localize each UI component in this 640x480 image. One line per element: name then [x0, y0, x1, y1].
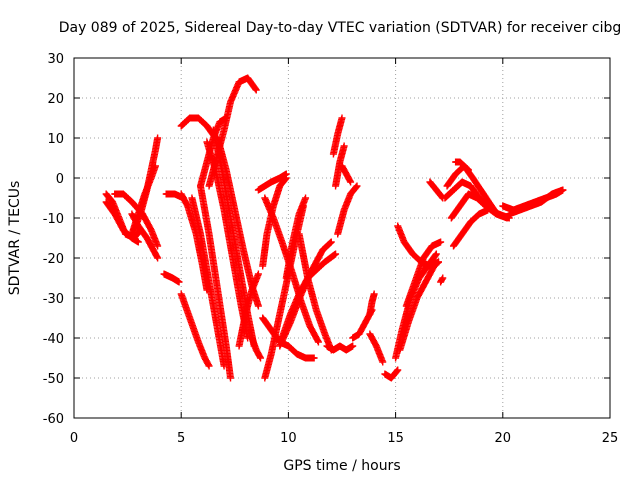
series-track-30 [323, 342, 357, 354]
data-point [204, 361, 212, 369]
data-point [256, 353, 264, 361]
data-point [257, 354, 265, 362]
data-point [175, 278, 183, 286]
data-point [254, 270, 262, 278]
data-point [314, 338, 322, 346]
data-point [484, 206, 492, 214]
x-axis-ticks: 0 5 10 15 20 25 [70, 58, 618, 446]
series-track-33 [329, 114, 346, 158]
y-tick-label: -20 [43, 252, 64, 267]
data-point [394, 366, 402, 374]
series-track-46 [447, 190, 511, 222]
series-track-38 [381, 366, 402, 382]
data-points [102, 74, 567, 382]
data-point [437, 238, 445, 246]
data-point [310, 354, 318, 362]
x-axis-title: GPS time / hours [283, 458, 400, 474]
data-point [154, 134, 162, 142]
data-point [432, 250, 440, 258]
series-track-34 [338, 162, 355, 186]
data-point [353, 182, 361, 190]
y-tick-label: 10 [47, 132, 64, 147]
series-track-20 [248, 334, 265, 362]
data-point [393, 367, 401, 375]
data-point [151, 162, 159, 170]
series-track-24 [261, 194, 322, 346]
data-point [154, 242, 162, 250]
data-point [503, 214, 511, 222]
data-point [340, 142, 348, 150]
data-point [434, 258, 442, 266]
data-point [227, 374, 235, 382]
data-point [252, 86, 260, 94]
x-tick-label: 0 [70, 431, 78, 446]
data-point [332, 250, 340, 258]
series-track-37 [366, 330, 387, 366]
chart-title: Day 089 of 2025, Sidereal Day-to-day VTE… [59, 20, 622, 36]
y-tick-label: -50 [43, 372, 64, 387]
data-point [314, 337, 322, 345]
data-point [464, 166, 472, 174]
x-tick-label: 5 [177, 431, 185, 446]
series-track-18 [214, 134, 262, 310]
data-point [205, 362, 213, 370]
y-tick-label: -30 [43, 292, 64, 307]
data-point [338, 114, 346, 122]
data-point [254, 302, 262, 310]
y-tick-label: -40 [43, 332, 64, 347]
x-tick-label: 10 [280, 431, 297, 446]
series-track-43 [426, 178, 447, 202]
data-point [153, 253, 161, 261]
data-point [379, 358, 387, 366]
series-track-21 [254, 170, 290, 194]
data-point [134, 238, 142, 246]
data-point [370, 290, 378, 298]
series-track-48 [452, 158, 472, 174]
series-track-49 [449, 206, 492, 250]
data-point [432, 251, 440, 259]
series-track-31 [334, 182, 361, 238]
series-track-42 [394, 222, 442, 270]
data-point [490, 205, 498, 213]
series-track-15 [205, 74, 260, 190]
series-track-28 [282, 194, 310, 282]
series-track-10 [177, 290, 213, 370]
plot-frame [73, 57, 611, 419]
y-axis-title: SDTVAR / TECUs [7, 181, 23, 296]
data-point [439, 274, 447, 282]
x-tick-label: 15 [387, 431, 404, 446]
data-point [490, 206, 498, 214]
data-point [302, 194, 310, 202]
series-track-51 [505, 186, 567, 218]
y-axis-ticks: -60 -50 -40 -30 -20 -10 0 10 20 30 [43, 52, 610, 427]
series-track-12 [196, 182, 235, 382]
y-tick-label: 20 [47, 92, 64, 107]
y-tick-label: 30 [47, 52, 64, 67]
series-track-8 [160, 270, 183, 286]
series-track-36 [366, 290, 378, 318]
data-point [352, 183, 360, 191]
data-point [347, 178, 355, 186]
data-point [252, 85, 260, 93]
x-tick-label: 20 [495, 431, 512, 446]
data-point [559, 186, 567, 194]
data-point [154, 254, 162, 262]
data-point [346, 177, 354, 185]
x-tick-label: 25 [602, 431, 619, 446]
y-tick-label: -10 [43, 212, 64, 227]
data-point [438, 275, 446, 283]
y-tick-label: 0 [56, 172, 64, 187]
data-point [282, 175, 290, 183]
series-track-19 [235, 270, 262, 350]
series-track-6 [128, 162, 159, 238]
data-point [327, 238, 335, 246]
series-track-44 [437, 274, 447, 286]
data-point [282, 174, 290, 182]
y-tick-label: -60 [43, 412, 64, 427]
data-point [349, 342, 357, 350]
